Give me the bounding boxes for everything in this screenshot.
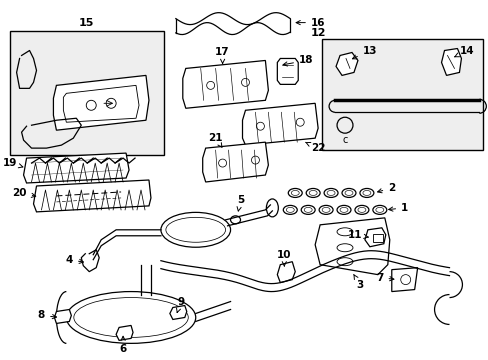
Ellipse shape xyxy=(305,189,320,197)
Text: 14: 14 xyxy=(454,45,474,57)
Polygon shape xyxy=(277,262,295,283)
Circle shape xyxy=(106,98,116,108)
Text: 3: 3 xyxy=(353,274,363,289)
Text: 5: 5 xyxy=(236,195,244,211)
Ellipse shape xyxy=(66,292,195,343)
Ellipse shape xyxy=(324,189,337,197)
Polygon shape xyxy=(441,49,461,75)
Text: 1: 1 xyxy=(388,203,407,213)
Polygon shape xyxy=(364,228,385,247)
Polygon shape xyxy=(116,325,133,340)
Polygon shape xyxy=(314,218,389,275)
Polygon shape xyxy=(54,310,71,323)
Text: 17: 17 xyxy=(215,48,229,63)
Text: c: c xyxy=(342,135,347,145)
Text: 18: 18 xyxy=(283,55,313,66)
Polygon shape xyxy=(183,60,268,108)
Text: 12: 12 xyxy=(310,28,325,37)
Polygon shape xyxy=(335,53,357,75)
Ellipse shape xyxy=(288,189,302,197)
Ellipse shape xyxy=(354,206,368,214)
Text: 22: 22 xyxy=(305,142,325,153)
Text: 4: 4 xyxy=(65,255,83,265)
Text: 16: 16 xyxy=(296,18,325,28)
Bar xyxy=(322,39,482,150)
Ellipse shape xyxy=(301,206,314,214)
Text: 15: 15 xyxy=(79,18,94,28)
Ellipse shape xyxy=(283,206,297,214)
Polygon shape xyxy=(277,58,298,84)
Text: 13: 13 xyxy=(352,45,376,59)
Ellipse shape xyxy=(161,212,230,247)
Ellipse shape xyxy=(266,199,278,217)
Text: 19: 19 xyxy=(2,158,23,168)
Polygon shape xyxy=(169,306,186,319)
Polygon shape xyxy=(391,268,417,292)
Text: 20: 20 xyxy=(12,188,36,198)
Text: 7: 7 xyxy=(375,273,393,283)
Ellipse shape xyxy=(336,206,350,214)
Polygon shape xyxy=(53,75,149,130)
Ellipse shape xyxy=(359,189,373,197)
Text: 11: 11 xyxy=(347,230,367,240)
Ellipse shape xyxy=(230,216,240,224)
Polygon shape xyxy=(34,180,151,212)
Bar xyxy=(10,31,163,155)
Circle shape xyxy=(86,100,96,110)
Polygon shape xyxy=(203,142,268,182)
Text: 10: 10 xyxy=(277,250,291,266)
Ellipse shape xyxy=(372,206,386,214)
Ellipse shape xyxy=(341,189,355,197)
Bar xyxy=(372,234,382,242)
Ellipse shape xyxy=(319,206,332,214)
Text: 6: 6 xyxy=(119,336,126,354)
Polygon shape xyxy=(23,153,129,183)
Text: 8: 8 xyxy=(38,310,57,320)
Text: 2: 2 xyxy=(377,183,395,193)
Text: 9: 9 xyxy=(176,297,184,312)
Polygon shape xyxy=(242,103,318,145)
Text: 21: 21 xyxy=(208,133,223,147)
